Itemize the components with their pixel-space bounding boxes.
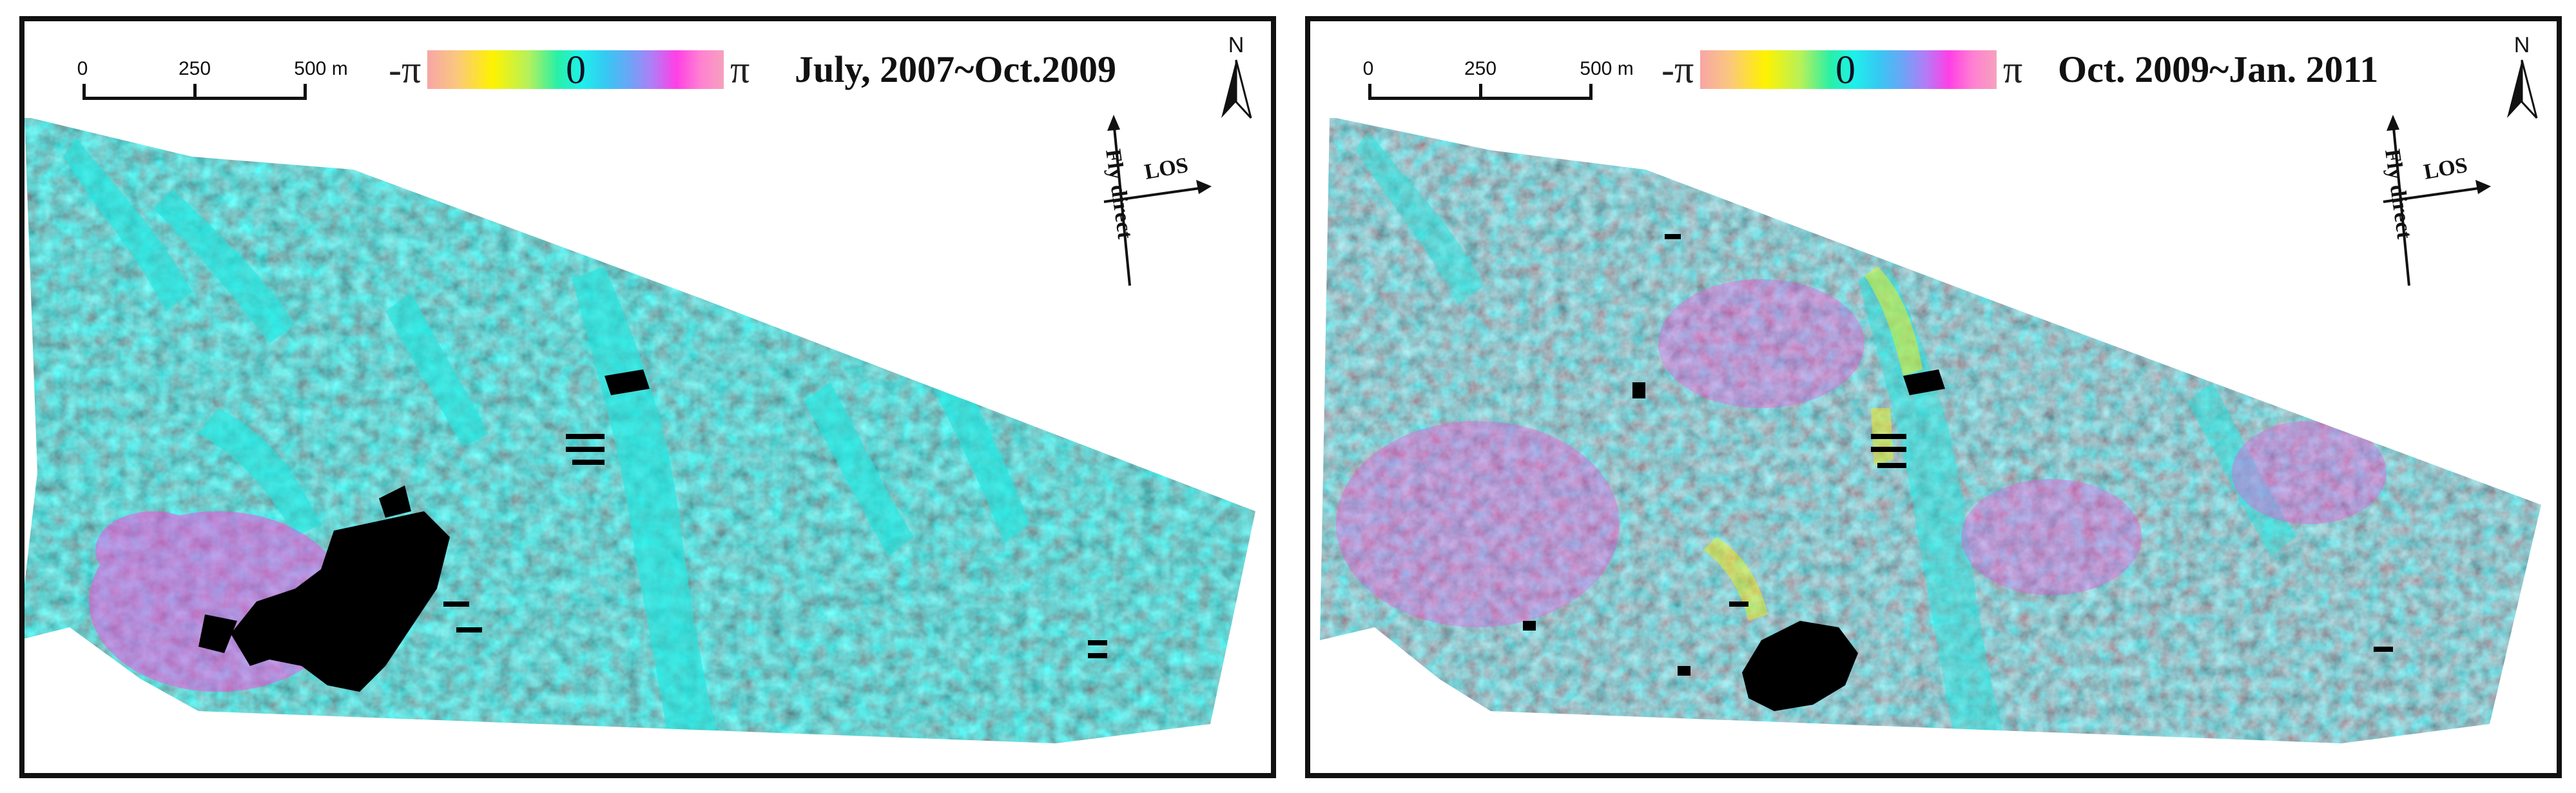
scale-tick	[82, 84, 86, 100]
colorbar-max-label: π	[730, 48, 750, 91]
los-label: LOS	[1143, 153, 1190, 184]
interferogram-panel-2007-2009: 0 250 500 m -π 0 π July, 2007~Oct.2009 N…	[19, 16, 1276, 778]
colorbar-min-label: -π	[389, 48, 421, 91]
phase-map	[1320, 118, 2541, 743]
flight-direction-label: Fly direct	[2380, 148, 2416, 241]
phase-colorbar	[1700, 50, 1997, 89]
scale-tick	[304, 84, 307, 100]
orientation-diagram: LOS Fly direct	[2380, 115, 2491, 286]
interferogram-panel-2009-2011: 0 250 500 m -π 0 π Oct. 2009~Jan. 2011 N…	[1305, 16, 2562, 778]
phase-colorbar	[427, 50, 724, 89]
north-arrow-icon: N	[2507, 33, 2538, 119]
period-title: July, 2007~Oct.2009	[795, 48, 1117, 90]
colorbar-max-label: π	[2003, 48, 2023, 91]
scale-tick	[1589, 84, 1593, 100]
orientation-diagram: LOS Fly direct	[1101, 115, 1212, 286]
colorbar-zero-label: 0	[566, 48, 586, 92]
north-label: N	[2514, 33, 2530, 57]
scale-label-0: 0	[1362, 58, 1374, 79]
north-arrow-icon: N	[1221, 33, 1252, 119]
colorbar-zero-label: 0	[1835, 48, 1855, 92]
scale-bar: 0 250 500 m	[1363, 44, 1652, 102]
scale-label-250: 250	[178, 58, 211, 79]
scale-label-250: 250	[1464, 58, 1497, 79]
phase-map	[24, 118, 1255, 743]
scale-bar: 0 250 500 m	[77, 44, 366, 102]
colorbar-min-label: -π	[1661, 48, 1694, 91]
north-label: N	[1228, 33, 1244, 57]
scale-label-0: 0	[77, 58, 88, 79]
los-label: LOS	[2422, 153, 2469, 184]
flight-direction-label: Fly direct	[1101, 148, 1137, 241]
scale-label-500: 500 m	[294, 58, 348, 79]
scale-tick	[193, 84, 197, 100]
scale-tick	[1479, 84, 1482, 100]
period-title: Oct. 2009~Jan. 2011	[2058, 48, 2379, 90]
scale-tick	[1368, 84, 1371, 100]
scale-label-500: 500 m	[1580, 58, 1634, 79]
